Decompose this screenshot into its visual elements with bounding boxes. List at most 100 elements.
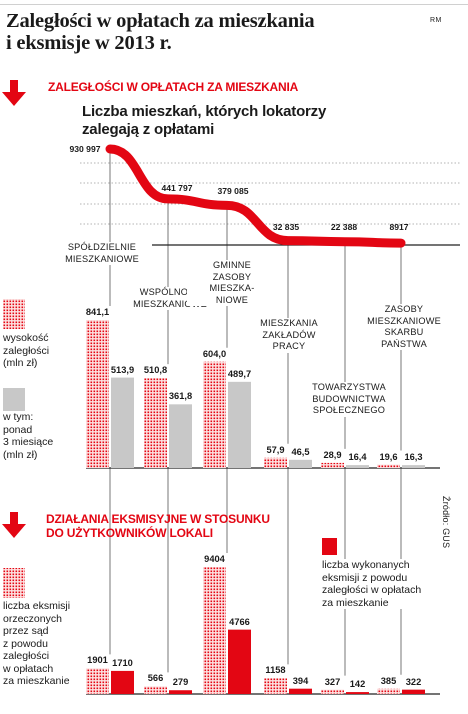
category-label-line: WSPÓLNOTY <box>139 287 201 297</box>
executed-eviction-bar <box>346 692 369 694</box>
legend-debt-swatch <box>3 299 25 329</box>
executed-eviction-bar <box>111 670 134 694</box>
ordered-eviction-bar <box>144 686 167 694</box>
executed-eviction-bar <box>228 629 251 694</box>
legend-line: liczba eksmisji <box>3 600 71 612</box>
section2-heading-line-2: DO UŻYTKOWNIKÓW LOKALI <box>46 526 213 540</box>
category-label-line: MIESZKANIOWE <box>65 253 139 264</box>
category-label-line: TOWARZYSTWA <box>312 382 386 392</box>
ordered-eviction-bar <box>264 678 287 694</box>
category-label-line: SPÓŁDZIELNIE <box>67 242 137 252</box>
legend-line: z powodu <box>3 637 48 650</box>
debt-value-label: 604,0 <box>202 348 227 359</box>
legend-line: zaległości w opłatach <box>322 584 422 596</box>
legend-line: przez sąd <box>3 625 49 637</box>
category-label-line: SKARBU <box>384 327 424 337</box>
ordered-value-label: 1901 <box>87 655 108 666</box>
over3-value-label: 513,9 <box>110 364 135 375</box>
debt-bar <box>377 464 400 468</box>
category-label-workplace: MIESZKANIA ZAKŁADÓW PRACY <box>244 318 334 353</box>
category-label-line: NIOWE <box>215 294 249 305</box>
category-label-line: MIESZKANIOWE <box>133 298 207 309</box>
ordered-eviction-bar <box>377 688 400 694</box>
line-value-label: 8917 <box>389 222 409 232</box>
ordered-value-label: 327 <box>324 676 341 687</box>
ordered-eviction-bar <box>86 668 109 694</box>
executed-value-label: 279 <box>172 677 189 688</box>
category-label-line: MIESZKA- <box>209 283 255 293</box>
line-value-label: 441 797 <box>161 183 193 193</box>
down-arrow-icon <box>2 512 26 538</box>
category-label-line: PRACY <box>272 341 306 351</box>
debt-value-label: 510,8 <box>143 365 168 376</box>
over3-value-label: 16,3 <box>404 452 423 463</box>
legend-ordered-label: liczba eksmisji orzeczonych przez sąd z … <box>3 600 70 688</box>
ordered-value-label: 566 <box>147 673 164 684</box>
executed-value-label: 4766 <box>229 616 250 627</box>
line-chart-title: Liczba mieszkań, których lokatorzy zaleg… <box>82 103 326 139</box>
ordered-eviction-bar <box>321 689 344 694</box>
debt-bar <box>321 462 344 468</box>
over3-bar <box>228 381 251 468</box>
credit-label: RM <box>430 17 442 24</box>
legend-line: za mieszkanie <box>322 596 389 609</box>
ordered-value-label: 385 <box>380 675 397 686</box>
legend-swatches <box>3 299 337 598</box>
section2-heading-line-1: DZIAŁANIA EKSMISYJNE W STOSUNKU <box>46 512 270 526</box>
over3-bar <box>346 465 369 468</box>
section1-heading: ZALEGŁOŚCI W OPŁATACH ZA MIESZKANIA <box>48 80 299 94</box>
debt-bar <box>264 457 287 468</box>
line-value-label: 22 388 <box>330 222 358 232</box>
page-title-line-1: Zaległości w opłatach za mieszkania <box>6 10 315 32</box>
category-label-line: GMINNE <box>213 260 251 270</box>
over3-bar <box>169 404 192 468</box>
debt-bar <box>203 361 226 468</box>
legend-over3-label: w tym: ponad 3 miesiące (mln zł) <box>3 411 53 461</box>
category-label-line: ZASOBY <box>384 304 424 314</box>
over3-bar <box>289 459 312 468</box>
category-label-line: MIESZKANIA <box>260 318 318 328</box>
page-title: Zaległości w opłatach za mieszkania i ek… <box>6 10 406 54</box>
legend-line: w tym: <box>3 411 34 423</box>
category-label-line: SPOŁECZNEGO <box>312 405 386 415</box>
legend-executed-swatch <box>322 538 337 555</box>
executed-value-label: 322 <box>405 676 422 687</box>
executed-value-label: 394 <box>292 675 309 686</box>
line-value-label: 379 085 <box>217 186 249 196</box>
legend-executed-label: liczba wykonanych eksmisji z powodu zale… <box>322 559 422 609</box>
category-label-cooperatives: SPÓŁDZIELNIE MIESZKANIOWE <box>52 242 152 265</box>
legend-line: orzeczonych <box>3 612 62 625</box>
debt-bar <box>86 320 109 468</box>
debt-value-label: 841,1 <box>85 307 110 317</box>
executed-eviction-bar <box>289 688 312 694</box>
over3-value-label: 16,4 <box>348 452 367 463</box>
legend-line: (mln zł) <box>3 357 38 369</box>
debt-bar <box>144 378 167 468</box>
legend-line: 3 miesiące <box>3 436 54 448</box>
executed-eviction-bar <box>169 690 192 694</box>
category-label-municipal: GMINNE ZASOBY MIESZKA- NIOWE <box>187 260 277 306</box>
category-label-social-housing: TOWARZYSTWA BUDOWNICTWA SPOŁECZNEGO <box>300 382 398 417</box>
debt-value-label: 57,9 <box>266 444 285 455</box>
executed-value-label: 1710 <box>112 657 133 668</box>
over3-bar <box>402 465 425 468</box>
category-label-line: MIESZKANIOWE <box>367 315 441 326</box>
over3-value-label: 46,5 <box>291 446 310 457</box>
legend-line: eksmisji z powodu <box>322 571 408 584</box>
down-arrow-icon <box>2 80 26 106</box>
legend-line: liczba wykonanych <box>322 559 410 571</box>
line-value-label: 930 997 <box>69 144 101 154</box>
over3-value-label: 489,7 <box>227 368 252 379</box>
line-value-label: 32 835 <box>272 222 300 232</box>
ordered-eviction-bar <box>203 567 226 694</box>
debt-bars <box>86 320 425 468</box>
line-chart-title-line-2: zalegają z opłatami <box>82 121 215 138</box>
category-label-line: PAŃSTWA <box>381 338 427 349</box>
category-label-line: ZAKŁADÓW <box>262 329 316 340</box>
legend-line: ponad <box>3 423 33 436</box>
ordered-value-label: 1158 <box>265 665 286 676</box>
line-chart-title-line-1: Liczba mieszkań, których lokatorzy <box>82 103 327 120</box>
page-title-line-2: i eksmisje w 2013 r. <box>6 32 172 54</box>
ordered-value-label: 9404 <box>204 554 225 564</box>
